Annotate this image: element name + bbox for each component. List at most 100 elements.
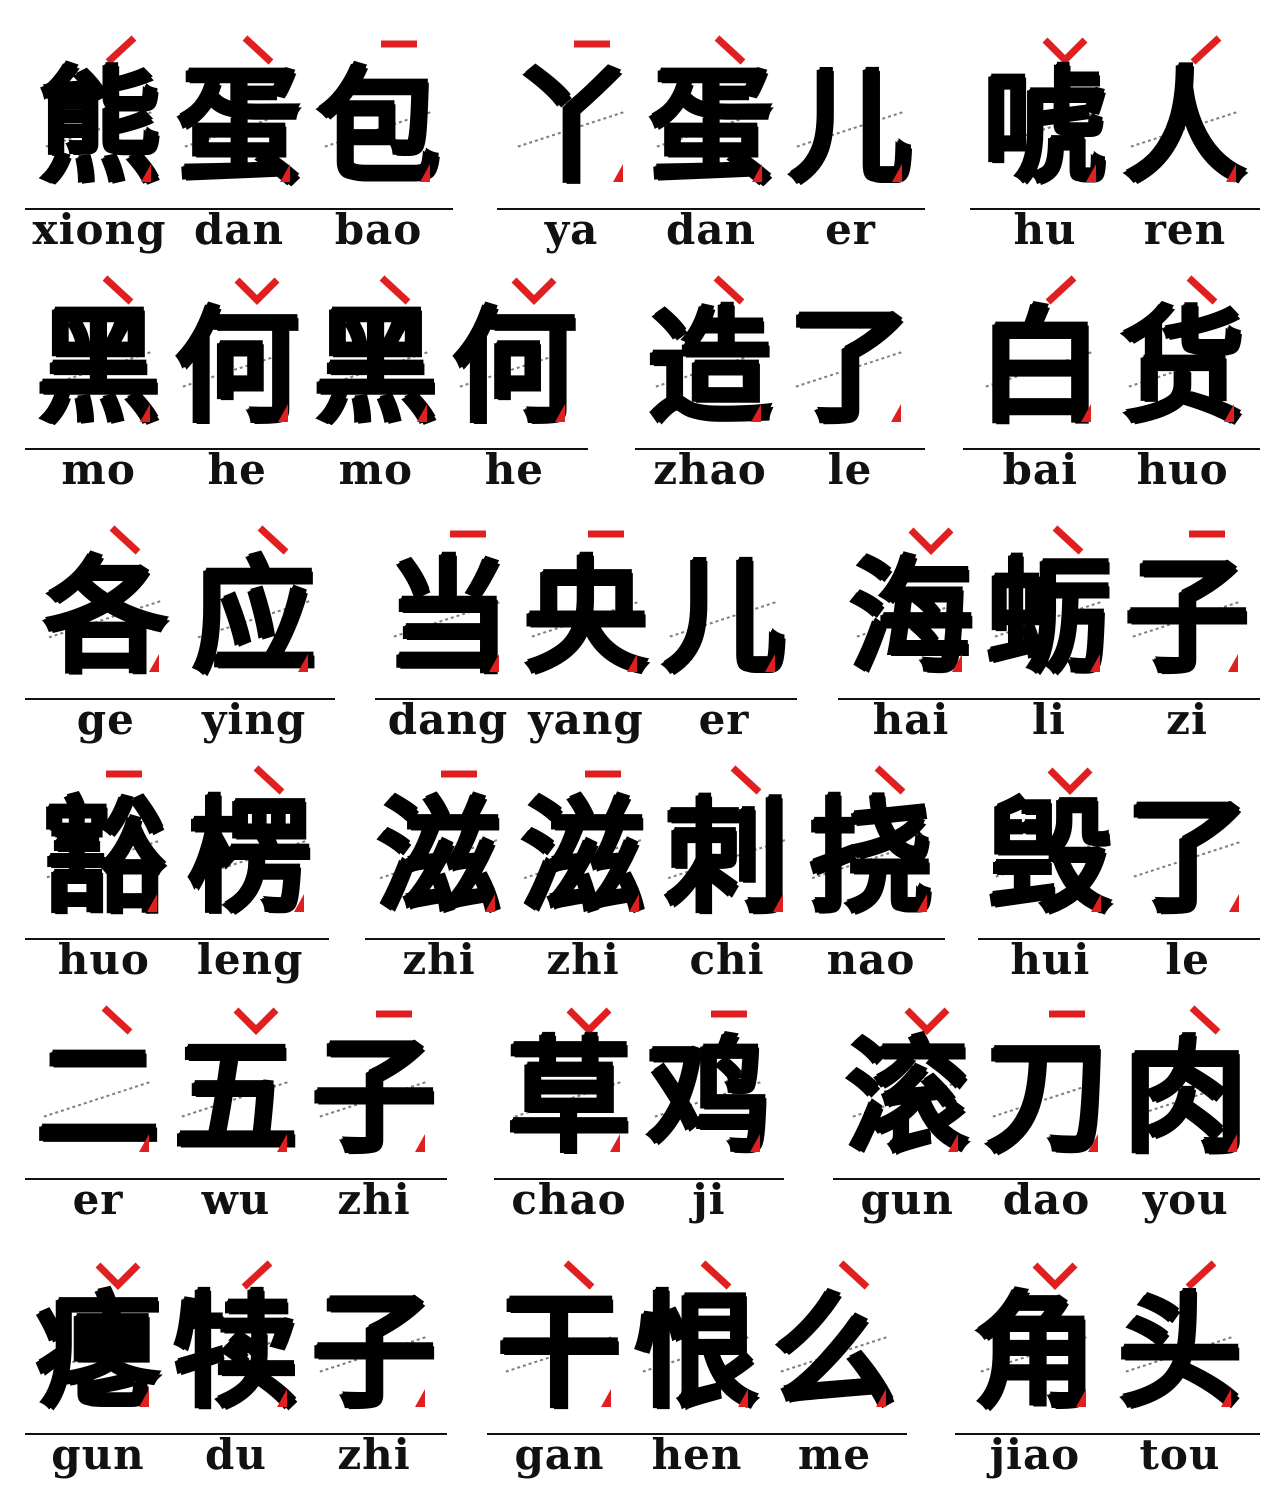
hanzi-glyph: 何 bbox=[172, 295, 302, 440]
dialect-word: 滚 gun 刀 dao 肉 you bbox=[833, 970, 1260, 1240]
hanzi-glyph: 干 bbox=[495, 1280, 625, 1425]
red-accent-mark bbox=[140, 164, 151, 182]
red-accent-mark bbox=[751, 404, 761, 422]
hanzi-glyph: 蛋 bbox=[646, 55, 776, 200]
hanzi-glyph: 央 bbox=[521, 545, 651, 690]
hanzi-glyph: 黑 bbox=[311, 295, 441, 440]
pinyin-label: gun bbox=[860, 1175, 954, 1224]
dialect-word: 草 chao 鸡 ji bbox=[494, 970, 784, 1240]
red-accent-mark bbox=[1228, 894, 1239, 912]
pinyin-label: er bbox=[72, 1175, 124, 1224]
rising-tone-icon bbox=[1175, 32, 1235, 72]
pinyin-label: gun bbox=[51, 1430, 145, 1479]
red-accent-mark bbox=[419, 164, 430, 182]
dipping-tone-icon bbox=[1025, 1257, 1085, 1297]
pinyin-label: yang bbox=[528, 695, 644, 744]
hanzi-glyph: 子 bbox=[1122, 545, 1252, 690]
hanzi-glyph: 二 bbox=[33, 1025, 163, 1170]
hanzi-glyph: 何 bbox=[449, 295, 579, 440]
red-accent-mark bbox=[297, 654, 308, 672]
pinyin-label: you bbox=[1142, 1175, 1229, 1224]
hanzi-glyph: 肉 bbox=[1121, 1025, 1251, 1170]
hanzi-glyph: 熊 bbox=[35, 55, 165, 200]
red-accent-mark bbox=[280, 164, 290, 182]
red-accent-mark bbox=[147, 894, 158, 912]
falling-tone-icon bbox=[244, 522, 304, 562]
falling-tone-icon bbox=[550, 1257, 610, 1297]
baseline-rule bbox=[497, 208, 925, 210]
dipping-tone-icon bbox=[897, 1002, 957, 1042]
hanzi-glyph: 瘪 bbox=[33, 1280, 163, 1425]
hanzi-glyph: 挠 bbox=[801, 785, 941, 930]
hanzi-glyph: 人 bbox=[1120, 55, 1250, 200]
red-accent-mark bbox=[277, 1134, 287, 1152]
hanzi-glyph: 么 bbox=[770, 1280, 900, 1425]
red-accent-mark bbox=[489, 654, 499, 672]
pinyin-label: he bbox=[207, 445, 267, 494]
dialect-word: 二 er 五 wu 子 zhi bbox=[25, 970, 447, 1240]
red-accent-mark bbox=[1226, 1134, 1237, 1152]
pinyin-label: er bbox=[698, 695, 750, 744]
red-accent-mark bbox=[485, 894, 495, 912]
pinyin-label: huo bbox=[57, 935, 150, 984]
baseline-rule bbox=[970, 208, 1260, 210]
dipping-tone-icon bbox=[88, 1257, 148, 1297]
hanzi-glyph: 包 bbox=[314, 55, 444, 200]
red-accent-mark bbox=[139, 404, 150, 422]
falling-tone-icon bbox=[1039, 522, 1099, 562]
hanzi-glyph: 了 bbox=[785, 295, 915, 440]
pinyin-label: tou bbox=[1139, 1430, 1221, 1479]
pinyin-label: ren bbox=[1143, 205, 1227, 254]
red-accent-mark bbox=[1076, 1389, 1086, 1407]
red-accent-mark bbox=[1090, 654, 1100, 672]
hanzi-glyph: 造 bbox=[645, 295, 775, 440]
baseline-rule bbox=[375, 698, 797, 700]
red-accent-mark bbox=[1091, 894, 1102, 912]
dialect-word: 白 bai 货 huo bbox=[963, 240, 1260, 510]
dipping-tone-icon bbox=[226, 1002, 286, 1042]
falling-tone-icon bbox=[229, 32, 289, 72]
hanzi-glyph: 恨 bbox=[632, 1280, 762, 1425]
red-accent-mark bbox=[416, 404, 427, 422]
red-accent-mark bbox=[600, 1389, 611, 1407]
dialect-word: 熊 xiong蛋 dan 包 bao bbox=[25, 0, 453, 270]
red-accent-mark bbox=[555, 404, 566, 422]
red-accent-mark bbox=[891, 404, 901, 422]
red-accent-mark bbox=[293, 894, 304, 912]
dipping-tone-icon bbox=[227, 272, 287, 312]
baseline-rule bbox=[25, 448, 588, 450]
red-accent-mark bbox=[765, 654, 775, 672]
red-accent-mark bbox=[629, 894, 639, 912]
hanzi-glyph: 海 bbox=[846, 545, 976, 690]
baseline-rule bbox=[838, 698, 1260, 700]
red-accent-mark bbox=[750, 1134, 760, 1152]
baseline-rule bbox=[25, 208, 453, 210]
baseline-rule bbox=[494, 1178, 784, 1180]
pinyin-label: dang bbox=[387, 695, 509, 744]
pinyin-label: zhi bbox=[402, 935, 476, 984]
pinyin-label: dan bbox=[193, 205, 285, 254]
dialect-word: 瘪 gun 犊 du 子 zhi bbox=[25, 1225, 447, 1495]
pinyin-label: zhao bbox=[653, 445, 767, 494]
pinyin-label: bao bbox=[334, 205, 423, 254]
pinyin-label: jiao bbox=[989, 1430, 1081, 1479]
pinyin-label: he bbox=[484, 445, 545, 494]
hanzi-glyph: 角 bbox=[970, 1280, 1100, 1425]
red-accent-mark bbox=[1221, 1389, 1231, 1407]
falling-tone-icon bbox=[687, 1257, 747, 1297]
pinyin-label: hui bbox=[1010, 935, 1091, 984]
flat-tone-icon bbox=[573, 762, 633, 802]
hanzi-glyph: 滋 bbox=[513, 785, 653, 930]
pinyin-label: dan bbox=[665, 205, 757, 254]
pinyin-label: ying bbox=[202, 695, 307, 744]
red-accent-mark bbox=[278, 404, 289, 422]
hanzi-glyph: 楞 bbox=[183, 785, 318, 930]
pinyin-label: dao bbox=[1002, 1175, 1091, 1224]
hanzi-glyph: 唬 bbox=[980, 55, 1110, 200]
pinyin-label: bai bbox=[1002, 445, 1079, 494]
red-accent-mark bbox=[875, 1389, 886, 1407]
dialect-word: 唬 hu 人 ren bbox=[970, 0, 1260, 270]
baseline-rule bbox=[635, 448, 925, 450]
pinyin-label: er bbox=[825, 205, 876, 254]
hanzi-glyph: 刺 bbox=[657, 785, 797, 930]
